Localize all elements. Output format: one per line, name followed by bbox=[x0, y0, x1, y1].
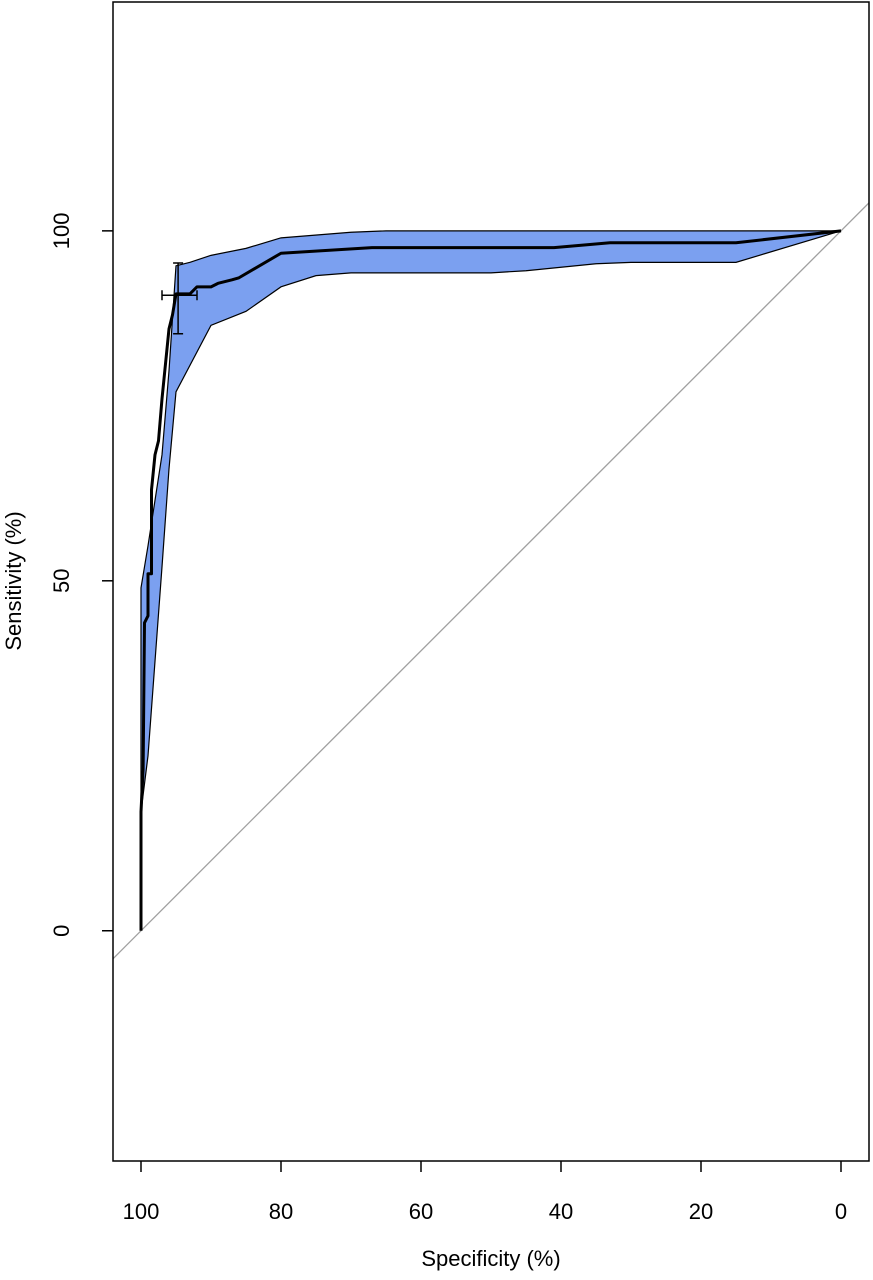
y-tick-label: 100 bbox=[49, 213, 74, 250]
y-axis-label: Sensitivity (%) bbox=[1, 511, 26, 650]
x-axis-label: Specificity (%) bbox=[421, 1246, 560, 1271]
plot-area bbox=[113, 202, 869, 960]
ci-band bbox=[140, 230, 842, 812]
reference-diagonal bbox=[113, 202, 869, 960]
x-tick-label: 100 bbox=[123, 1199, 160, 1224]
error-bar-vertical bbox=[173, 262, 184, 335]
y-tick-label: 50 bbox=[49, 569, 74, 593]
x-tick-label: 40 bbox=[549, 1199, 573, 1224]
roc-curve bbox=[139, 229, 842, 931]
error-bar-horizontal bbox=[161, 290, 198, 301]
x-tick-label: 80 bbox=[269, 1199, 293, 1224]
y-tick-label: 0 bbox=[49, 925, 74, 937]
x-tick-label: 60 bbox=[409, 1199, 433, 1224]
x-tick-label: 20 bbox=[689, 1199, 713, 1224]
x-tick-label: 0 bbox=[835, 1199, 847, 1224]
